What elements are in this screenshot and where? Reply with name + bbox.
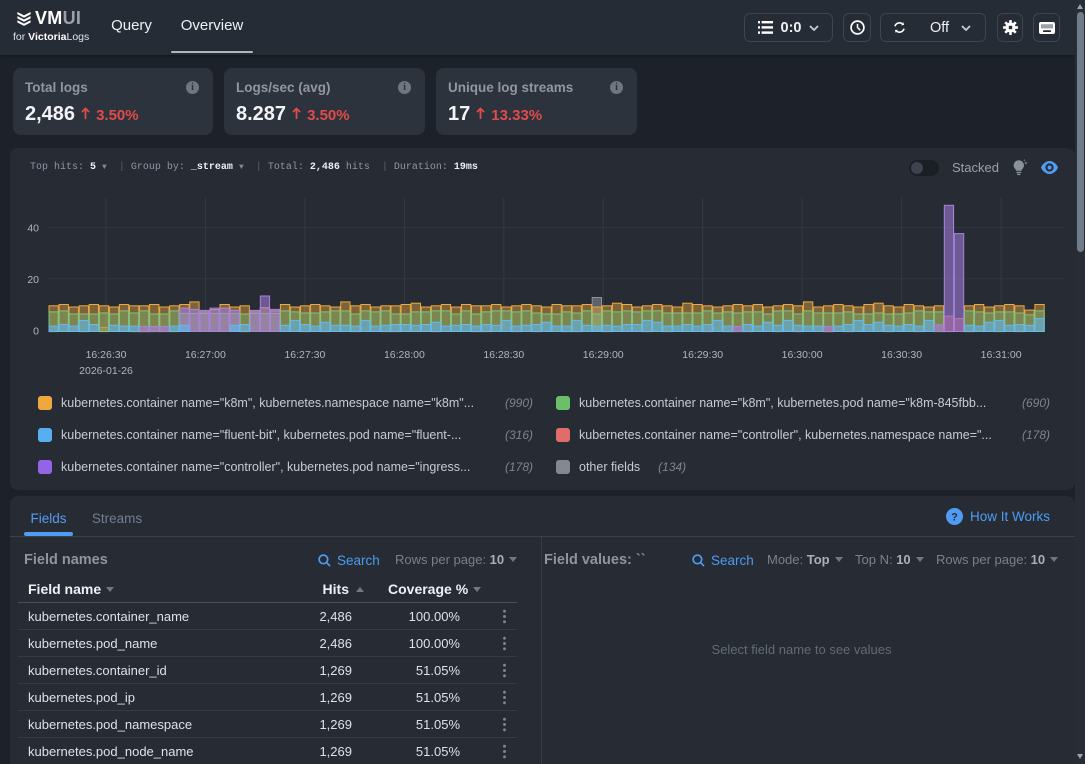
svg-text:?: ? (951, 512, 958, 524)
